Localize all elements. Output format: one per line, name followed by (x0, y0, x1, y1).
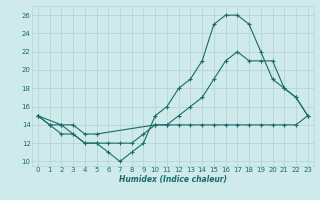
X-axis label: Humidex (Indice chaleur): Humidex (Indice chaleur) (119, 175, 227, 184)
